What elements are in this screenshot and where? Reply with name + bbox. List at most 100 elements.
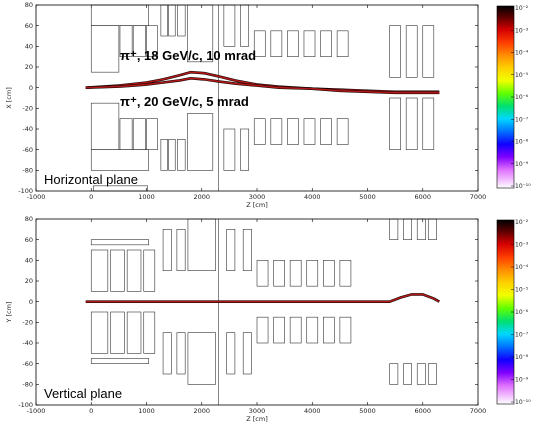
magnet-outline — [90, 358, 150, 364]
y-tick-label: 60 — [25, 22, 33, 30]
magnet-outline — [289, 316, 302, 344]
colorbar-tick-label: 10⁻⁵ — [515, 72, 529, 79]
y-tick-label: -40 — [22, 339, 33, 347]
magnet-outline — [416, 218, 426, 240]
magnet-outline — [143, 311, 156, 354]
magnet-outline — [223, 4, 236, 47]
colorbar-tick-label: 10⁻⁸ — [515, 354, 529, 361]
y-tick-label: 80 — [25, 1, 33, 9]
y-tick-label: -20 — [22, 319, 33, 327]
magnet-outline — [162, 229, 172, 271]
magnet-outline — [339, 316, 352, 344]
magnet-outline — [176, 229, 186, 271]
x-tick-label: 2000 — [193, 407, 210, 415]
y-tick-label: 20 — [25, 277, 33, 285]
magnet-outline — [422, 97, 435, 150]
y-tick-label: 60 — [25, 236, 33, 244]
magnet-outline — [416, 363, 426, 385]
magnet-outline — [287, 30, 299, 57]
colorbar-tick-label: 10⁻⁵ — [515, 287, 529, 294]
magnet-outline — [146, 118, 158, 150]
y-tick-label: -40 — [22, 125, 33, 133]
colorbar-tick-label: 10⁻⁶ — [515, 94, 529, 101]
magnet-outline — [132, 25, 146, 57]
annotation-upper: π⁺, 18 GeV/c, 10 mrad — [120, 48, 256, 63]
magnet-outline — [256, 316, 269, 344]
magnet-outline — [168, 4, 176, 37]
x-tick-label: 0 — [89, 407, 93, 415]
x-tick-label: 7000 — [470, 193, 487, 201]
magnet-outline — [389, 97, 401, 150]
x-tick-label: 3000 — [249, 193, 266, 201]
x-tick-label: 7000 — [470, 407, 487, 415]
y-tick-label: 40 — [25, 257, 33, 265]
annotation-lower: π⁺, 20 GeV/c, 5 mrad — [120, 94, 249, 109]
x-tick-label: 1000 — [138, 193, 155, 201]
magnet-outline — [427, 218, 437, 240]
magnet-outline — [226, 229, 236, 271]
plane-label-vertical: Vertical plane — [44, 386, 122, 401]
x-tick-label: -1000 — [27, 193, 46, 201]
magnet-outline — [240, 4, 250, 47]
magnet-outline — [306, 316, 319, 344]
colorbar-tick-label: 10⁻⁴ — [515, 50, 529, 57]
colorbar-tick-label: 10⁻¹⁰ — [515, 399, 531, 406]
y-tick-label: 80 — [25, 215, 33, 223]
magnet-outline — [320, 118, 332, 145]
x-tick-label: 6000 — [414, 193, 431, 201]
magnet-outline — [389, 363, 399, 385]
y-tick-label: -80 — [22, 381, 33, 389]
y-tick-label: -80 — [22, 167, 33, 175]
y-tick-label: -60 — [22, 360, 33, 368]
magnet-outline — [405, 25, 418, 78]
x-tick-label: 5000 — [359, 193, 376, 201]
magnet-outline — [273, 316, 285, 344]
magnet-outline — [303, 118, 316, 145]
magnet-outline — [223, 128, 236, 171]
x-tick-label: 2000 — [193, 193, 210, 201]
magnet-outline — [320, 30, 332, 57]
y-tick-label: 20 — [25, 63, 33, 71]
y-axis-label: Y [cm] — [5, 301, 13, 323]
magnet-outline — [256, 260, 269, 287]
magnet-outline — [90, 25, 120, 73]
magnet-outline — [322, 260, 335, 287]
y-tick-label: -100 — [18, 401, 33, 409]
magnet-outline — [132, 118, 146, 150]
x-tick-label: 4000 — [304, 407, 321, 415]
beam-trajectory — [85, 77, 440, 94]
magnet-outline — [403, 363, 413, 385]
x-tick-label: 3000 — [249, 407, 266, 415]
magnet-outline — [242, 332, 252, 375]
magnet-outline — [90, 249, 109, 292]
y-tick-label: 0 — [29, 84, 33, 92]
magnet-outline — [287, 118, 299, 145]
magnet-outline — [336, 30, 349, 57]
y-tick-label: -20 — [22, 105, 33, 113]
panel-bottom: -1000 0 1000 2000 3000 4000 5000 6000 7000 -100 -8… — [5, 215, 531, 423]
magnet-outline — [405, 97, 418, 150]
magnet-outline — [110, 249, 125, 292]
magnet-outline — [389, 218, 399, 240]
colorbar-tick-label: 10⁻⁸ — [515, 139, 529, 146]
magnet-outline — [422, 25, 435, 78]
magnet-outline — [160, 139, 168, 171]
magnet-outline — [306, 260, 319, 287]
magnet-outline — [162, 332, 172, 375]
beam-trajectory — [85, 71, 440, 93]
magnet-outline — [289, 260, 302, 287]
colorbar-tick-label: 10⁻³ — [515, 242, 529, 249]
colorbar-tick-label: 10⁻⁹ — [515, 161, 529, 168]
magnet-outline — [177, 139, 186, 171]
magnet-outline — [427, 363, 437, 385]
magnet-outline — [270, 30, 283, 57]
magnet-outline — [90, 149, 150, 171]
magnet-outline — [90, 311, 109, 354]
x-axis-label: Z [cm] — [246, 201, 268, 209]
magnet-outline — [389, 25, 401, 78]
magnet-outline — [339, 260, 352, 287]
colorbar-tick-label: 10⁻⁹ — [515, 377, 529, 384]
magnet-outline — [143, 249, 156, 292]
x-tick-label: -1000 — [27, 407, 46, 415]
